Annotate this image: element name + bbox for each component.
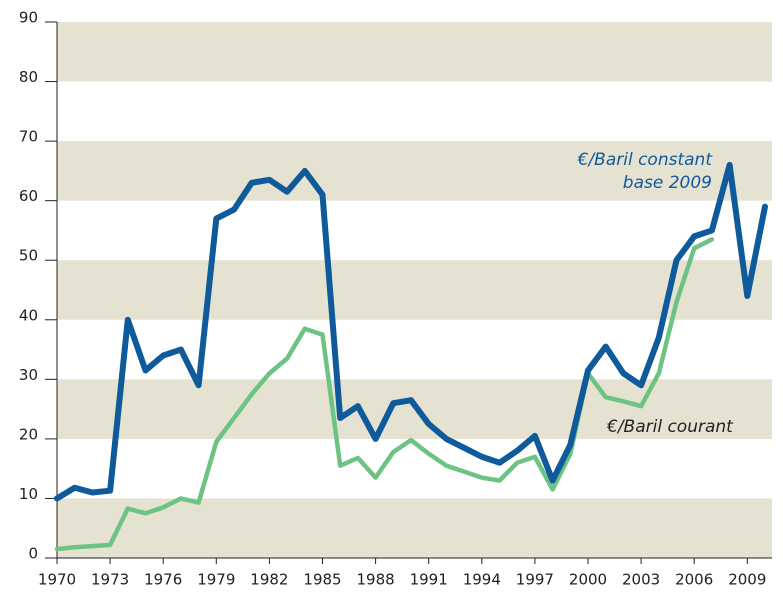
- x-tick-label: 1997: [516, 571, 554, 589]
- band: [57, 22, 772, 82]
- series-label-line: base 2009: [623, 173, 712, 193]
- y-tick-label: 10: [19, 485, 38, 503]
- series-label-line: €/Baril constant: [577, 150, 714, 170]
- band: [57, 141, 772, 201]
- series-line: [54, 237, 715, 552]
- y-tick-label: 30: [19, 366, 38, 384]
- y-tick-label: 80: [19, 68, 38, 86]
- x-tick-label: 2003: [622, 571, 660, 589]
- x-tick-label: 1991: [410, 571, 448, 589]
- x-tick-label: 2000: [569, 571, 607, 589]
- x-tick-label: 1970: [38, 571, 76, 589]
- y-tick-label: 60: [19, 187, 38, 205]
- x-tick-label: 1994: [463, 571, 501, 589]
- x-tick-label: 2009: [728, 571, 766, 589]
- y-tick-label: 20: [19, 425, 38, 443]
- x-tick-label: 1979: [197, 571, 235, 589]
- y-tick-label: 0: [28, 545, 38, 563]
- x-tick-label: 1982: [250, 571, 288, 589]
- series-label: €/Baril constant base 2009: [577, 150, 714, 193]
- x-tick-label: 1988: [357, 571, 395, 589]
- x-tick-label: 1976: [144, 571, 182, 589]
- x-tick-label: 1973: [91, 571, 129, 589]
- y-tick-label: 90: [19, 9, 38, 27]
- band: [57, 498, 772, 558]
- x-tick-label: 1985: [303, 571, 341, 589]
- band: [57, 260, 772, 320]
- series-line: [54, 161, 768, 502]
- y-tick-label: 70: [19, 128, 38, 146]
- series-label: €/Baril courant: [606, 417, 734, 437]
- y-tick-label: 50: [19, 247, 38, 265]
- x-tick-label: 2006: [675, 571, 713, 589]
- y-tick-label: 40: [19, 306, 38, 324]
